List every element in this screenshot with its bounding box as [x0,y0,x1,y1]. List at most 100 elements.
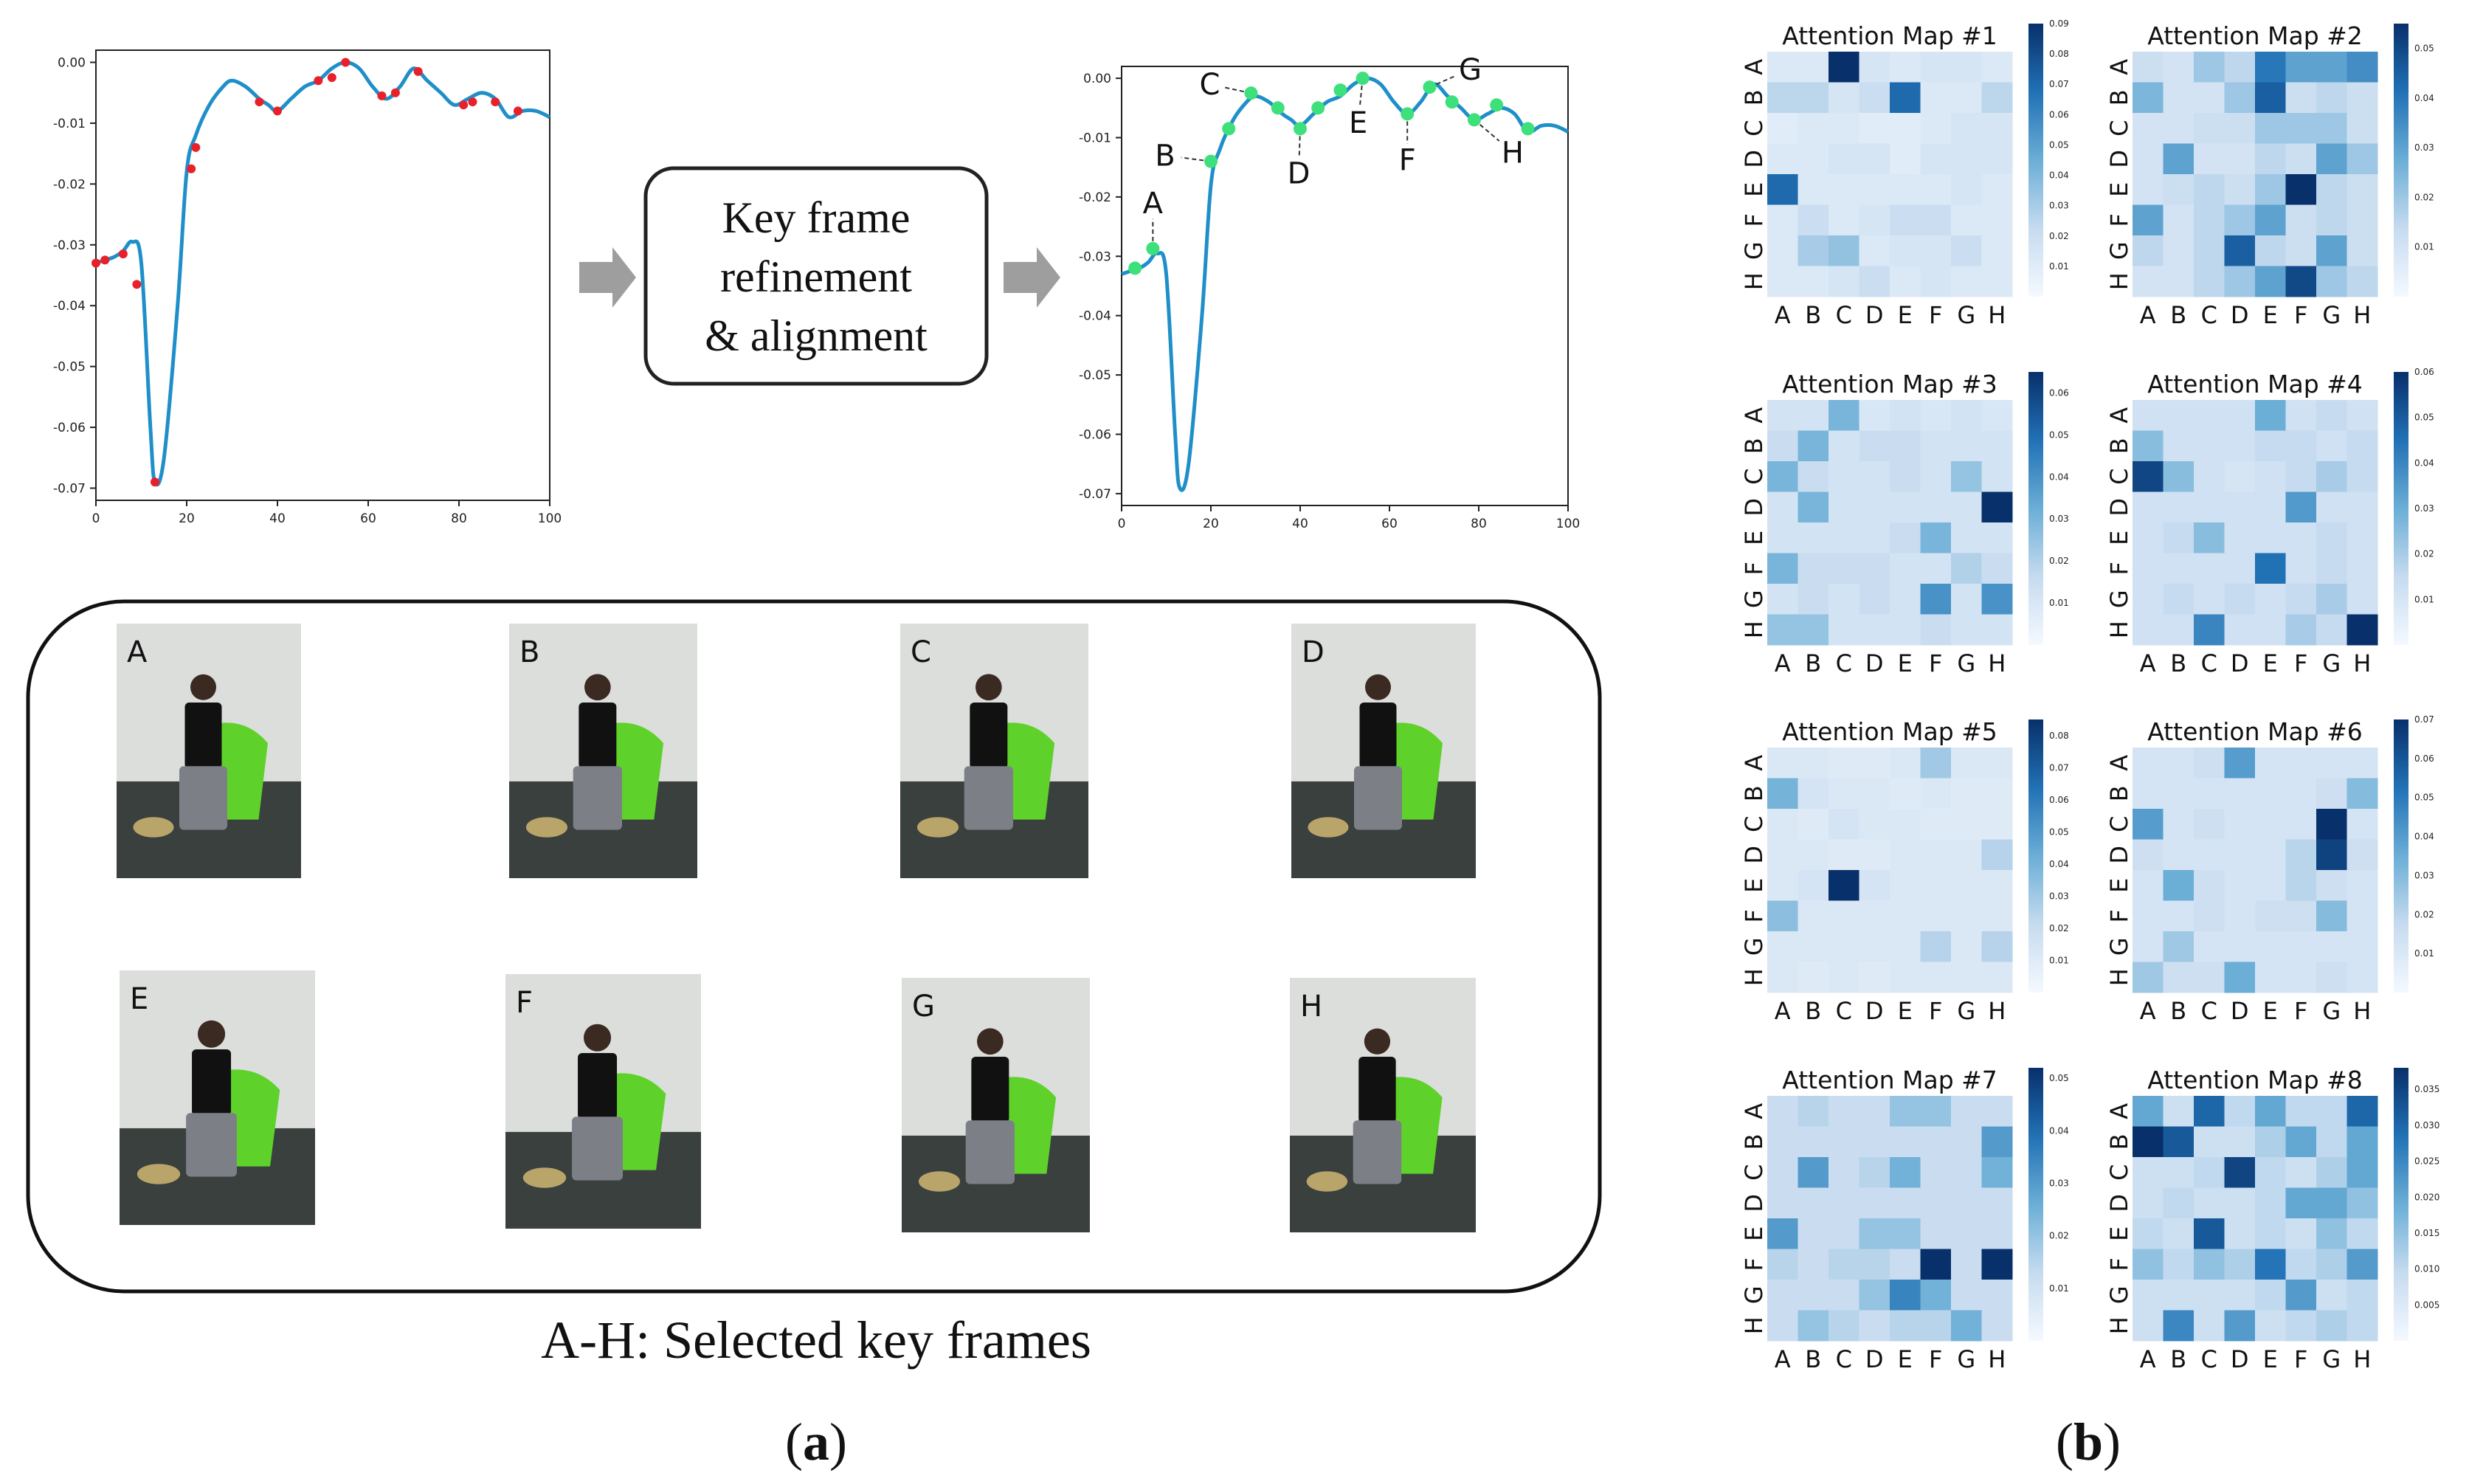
heatmap-cell [1798,931,1829,962]
heatmap-cell [1951,82,1982,114]
heatmap-cell [2133,400,2164,431]
heatmap-cell [2255,1126,2286,1158]
heatmap-cell [1920,1187,1952,1219]
y-axis-label: C [2105,816,2133,832]
colorbar [2394,719,2408,993]
person-torso [184,702,222,769]
heatmap-cell [2133,52,2164,83]
heatmap-cell [1920,461,1952,492]
heatmap-cell [2163,931,2195,962]
x-axis-label: E [2263,649,2278,677]
colorbar-tick-label: 0.015 [2414,1228,2439,1238]
attention-map-title: Attention Map #2 [2147,21,2363,50]
heatmap-cell [2347,778,2378,810]
heatmap-cell [1767,1096,1798,1127]
heatmap-cell [2194,461,2225,492]
y-axis-label: A [2105,59,2133,75]
heatmap-cell [2347,82,2378,114]
x-axis-label: E [1898,301,1913,329]
heatmap-cell [2347,1157,2378,1188]
heatmap-cell [2347,143,2378,175]
frame-marker [341,58,351,67]
y-axis-label: H [2105,968,2133,986]
heatmap-cell [2163,900,2195,932]
attention-map: Attention Map #1AABBCCDDEEFFGGHH0.010.02… [1740,18,2069,329]
heatmap-cell [1981,931,2013,962]
heatmap-cell [1890,1187,1921,1219]
x-axis-label: G [2322,997,2341,1025]
heatmap-cell [2224,584,2256,615]
person-head [977,1028,1004,1055]
y-axis-label: B [1740,1133,1768,1150]
heatmap-cell [2255,430,2286,462]
hat [918,1171,961,1192]
heatmap-cell [1767,809,1798,840]
heatmap-cell [1798,1187,1829,1219]
heatmap-cell [2133,1096,2164,1127]
heatmap-cell [1829,1157,1859,1188]
heatmap-cell [1767,900,1798,932]
heatmap-cell [1829,614,1859,646]
heatmap-cell [2347,870,2378,901]
heatmap-cell [2255,584,2286,615]
heatmap-cell [1859,430,1890,462]
heatmap-cell [2163,491,2195,523]
key-frame-label: H [1502,136,1524,170]
y-axis-label: D [2105,150,2133,168]
y-axis-label: C [1740,816,1768,832]
key-label-leader [1223,86,1251,94]
heatmap-cell [1890,266,1921,297]
heatmap-cell [2316,614,2347,646]
heatmap-cell [1920,204,1952,236]
frame-marker [327,73,336,83]
key-frame-thumbnail: C [900,624,1088,878]
colorbar [2394,24,2408,297]
x-axis-label: H [1988,997,2006,1025]
person-torso [192,1049,232,1116]
heatmap-cell [1767,143,1798,175]
heatmap-cell [1981,962,2013,993]
heatmap-cell [1829,1187,1859,1219]
x-axis-label: D [1865,649,1884,677]
attention-map-title: Attention Map #7 [1782,1066,1997,1094]
heatmap-cell [1951,52,1982,83]
heatmap-cell [2133,870,2164,901]
heatmap-cell [2224,809,2256,840]
x-axis-label: D [2231,301,2249,329]
heatmap-cell [2255,461,2286,492]
heatmap-cell [1829,900,1859,932]
heatmap-cell [1920,1157,1952,1188]
person-legs [179,766,227,830]
heatmap-cell [2194,204,2225,236]
heatmap-cell [2285,204,2317,236]
heatmap-cell [2163,204,2195,236]
attention-map-title: Attention Map #4 [2147,370,2363,398]
heatmap-cell [1981,266,2013,297]
colorbar-tick-label: 0.02 [2049,923,2069,933]
y-axis-label: B [2105,89,2133,106]
heatmap-cell [1920,584,1952,615]
heatmap-cell [2224,931,2256,962]
frame-marker [1311,101,1325,115]
heatmap-cell [1859,900,1890,932]
x-axis-label: D [2231,1345,2249,1373]
key-frame-thumbnail: G [902,978,1090,1232]
heatmap-cell [2316,235,2347,266]
heatmap-cell [2255,204,2286,236]
x-axis-label: D [1865,301,1884,329]
heatmap-cell [2347,1310,2378,1342]
x-axis-label: B [1805,301,1821,329]
y-axis-label: A [1740,755,1768,771]
y-tick-label: -0.05 [53,360,86,375]
heatmap-cell [1829,778,1859,810]
person-head [584,1024,612,1052]
heatmap-cell [1920,1096,1952,1127]
heatmap-cell [1951,1218,1982,1249]
heatmap-cell [1981,491,2013,523]
x-axis-label: B [2170,649,2186,677]
heatmap-cell [2163,52,2195,83]
heatmap-cell [2194,809,2225,840]
heatmap-cell [2285,1218,2317,1249]
person-torso [971,1056,1009,1123]
heatmap-cell [2194,553,2225,584]
